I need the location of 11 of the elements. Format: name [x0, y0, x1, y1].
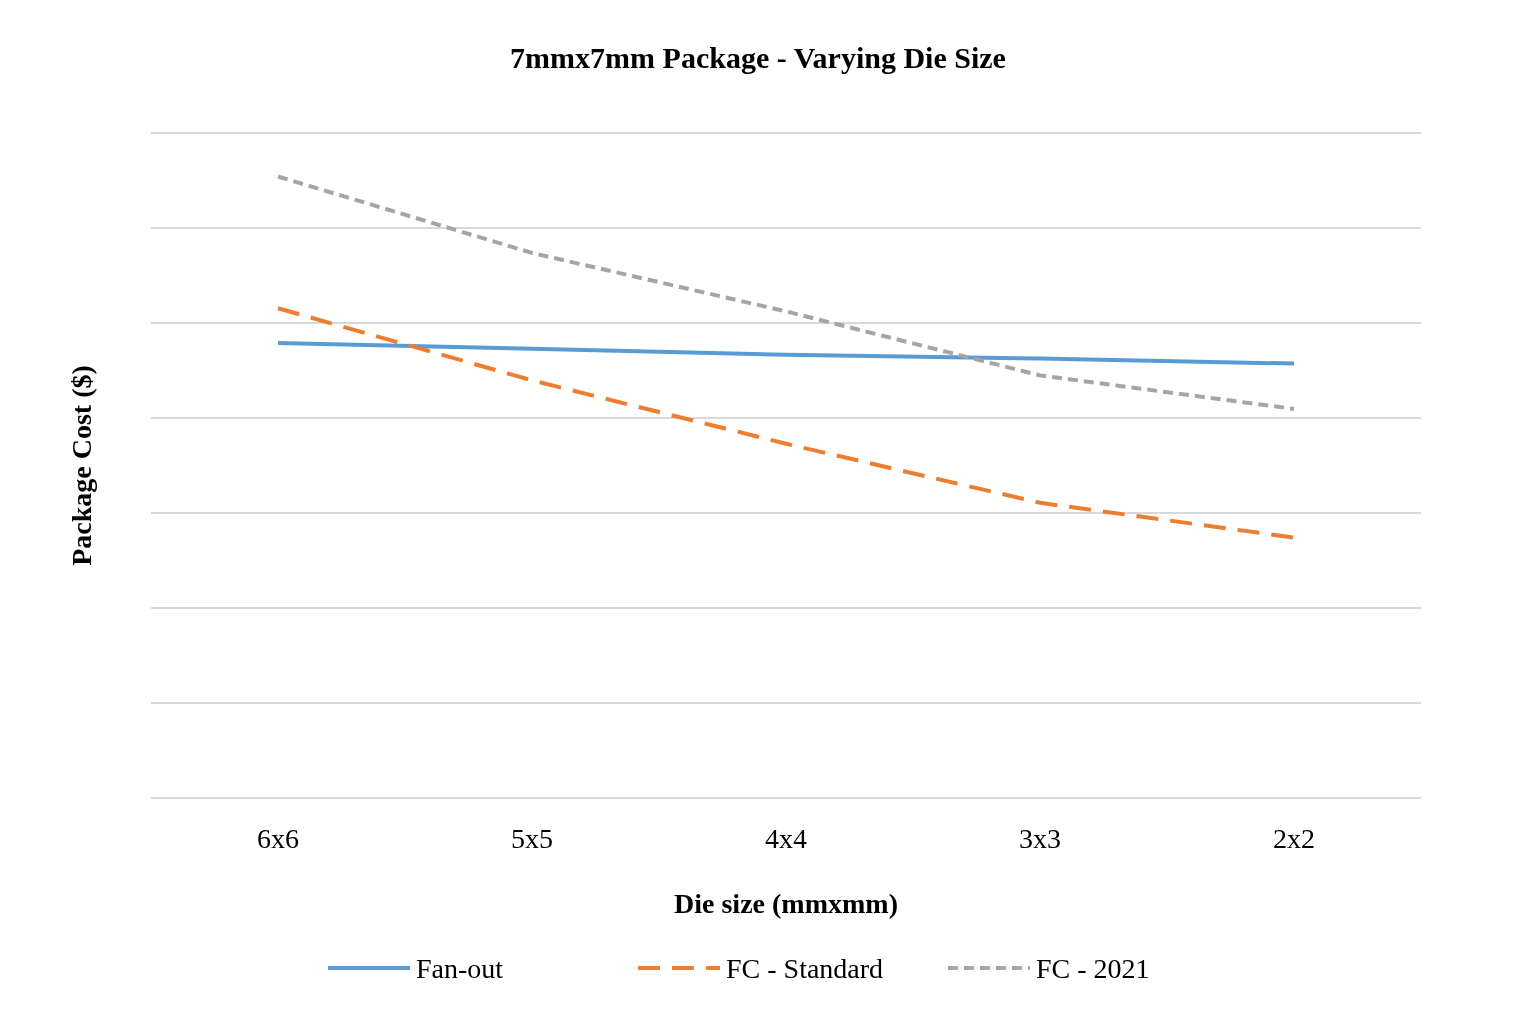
chart-title: 7mmx7mm Package - Varying Die Size — [510, 41, 1006, 74]
legend-label: FC - Standard — [726, 953, 884, 984]
y-axis-title: Package Cost ($) — [66, 365, 97, 566]
x-tick-label: 6x6 — [257, 823, 299, 854]
legend-label: Fan-out — [416, 953, 504, 984]
x-tick-label: 4x4 — [765, 823, 807, 854]
x-tick-label: 5x5 — [511, 823, 553, 854]
legend-label: FC - 2021 — [1036, 953, 1150, 984]
x-axis-title: Die size (mmxmm) — [674, 888, 898, 919]
x-tick-label: 3x3 — [1019, 823, 1061, 854]
x-tick-label: 2x2 — [1273, 823, 1315, 854]
